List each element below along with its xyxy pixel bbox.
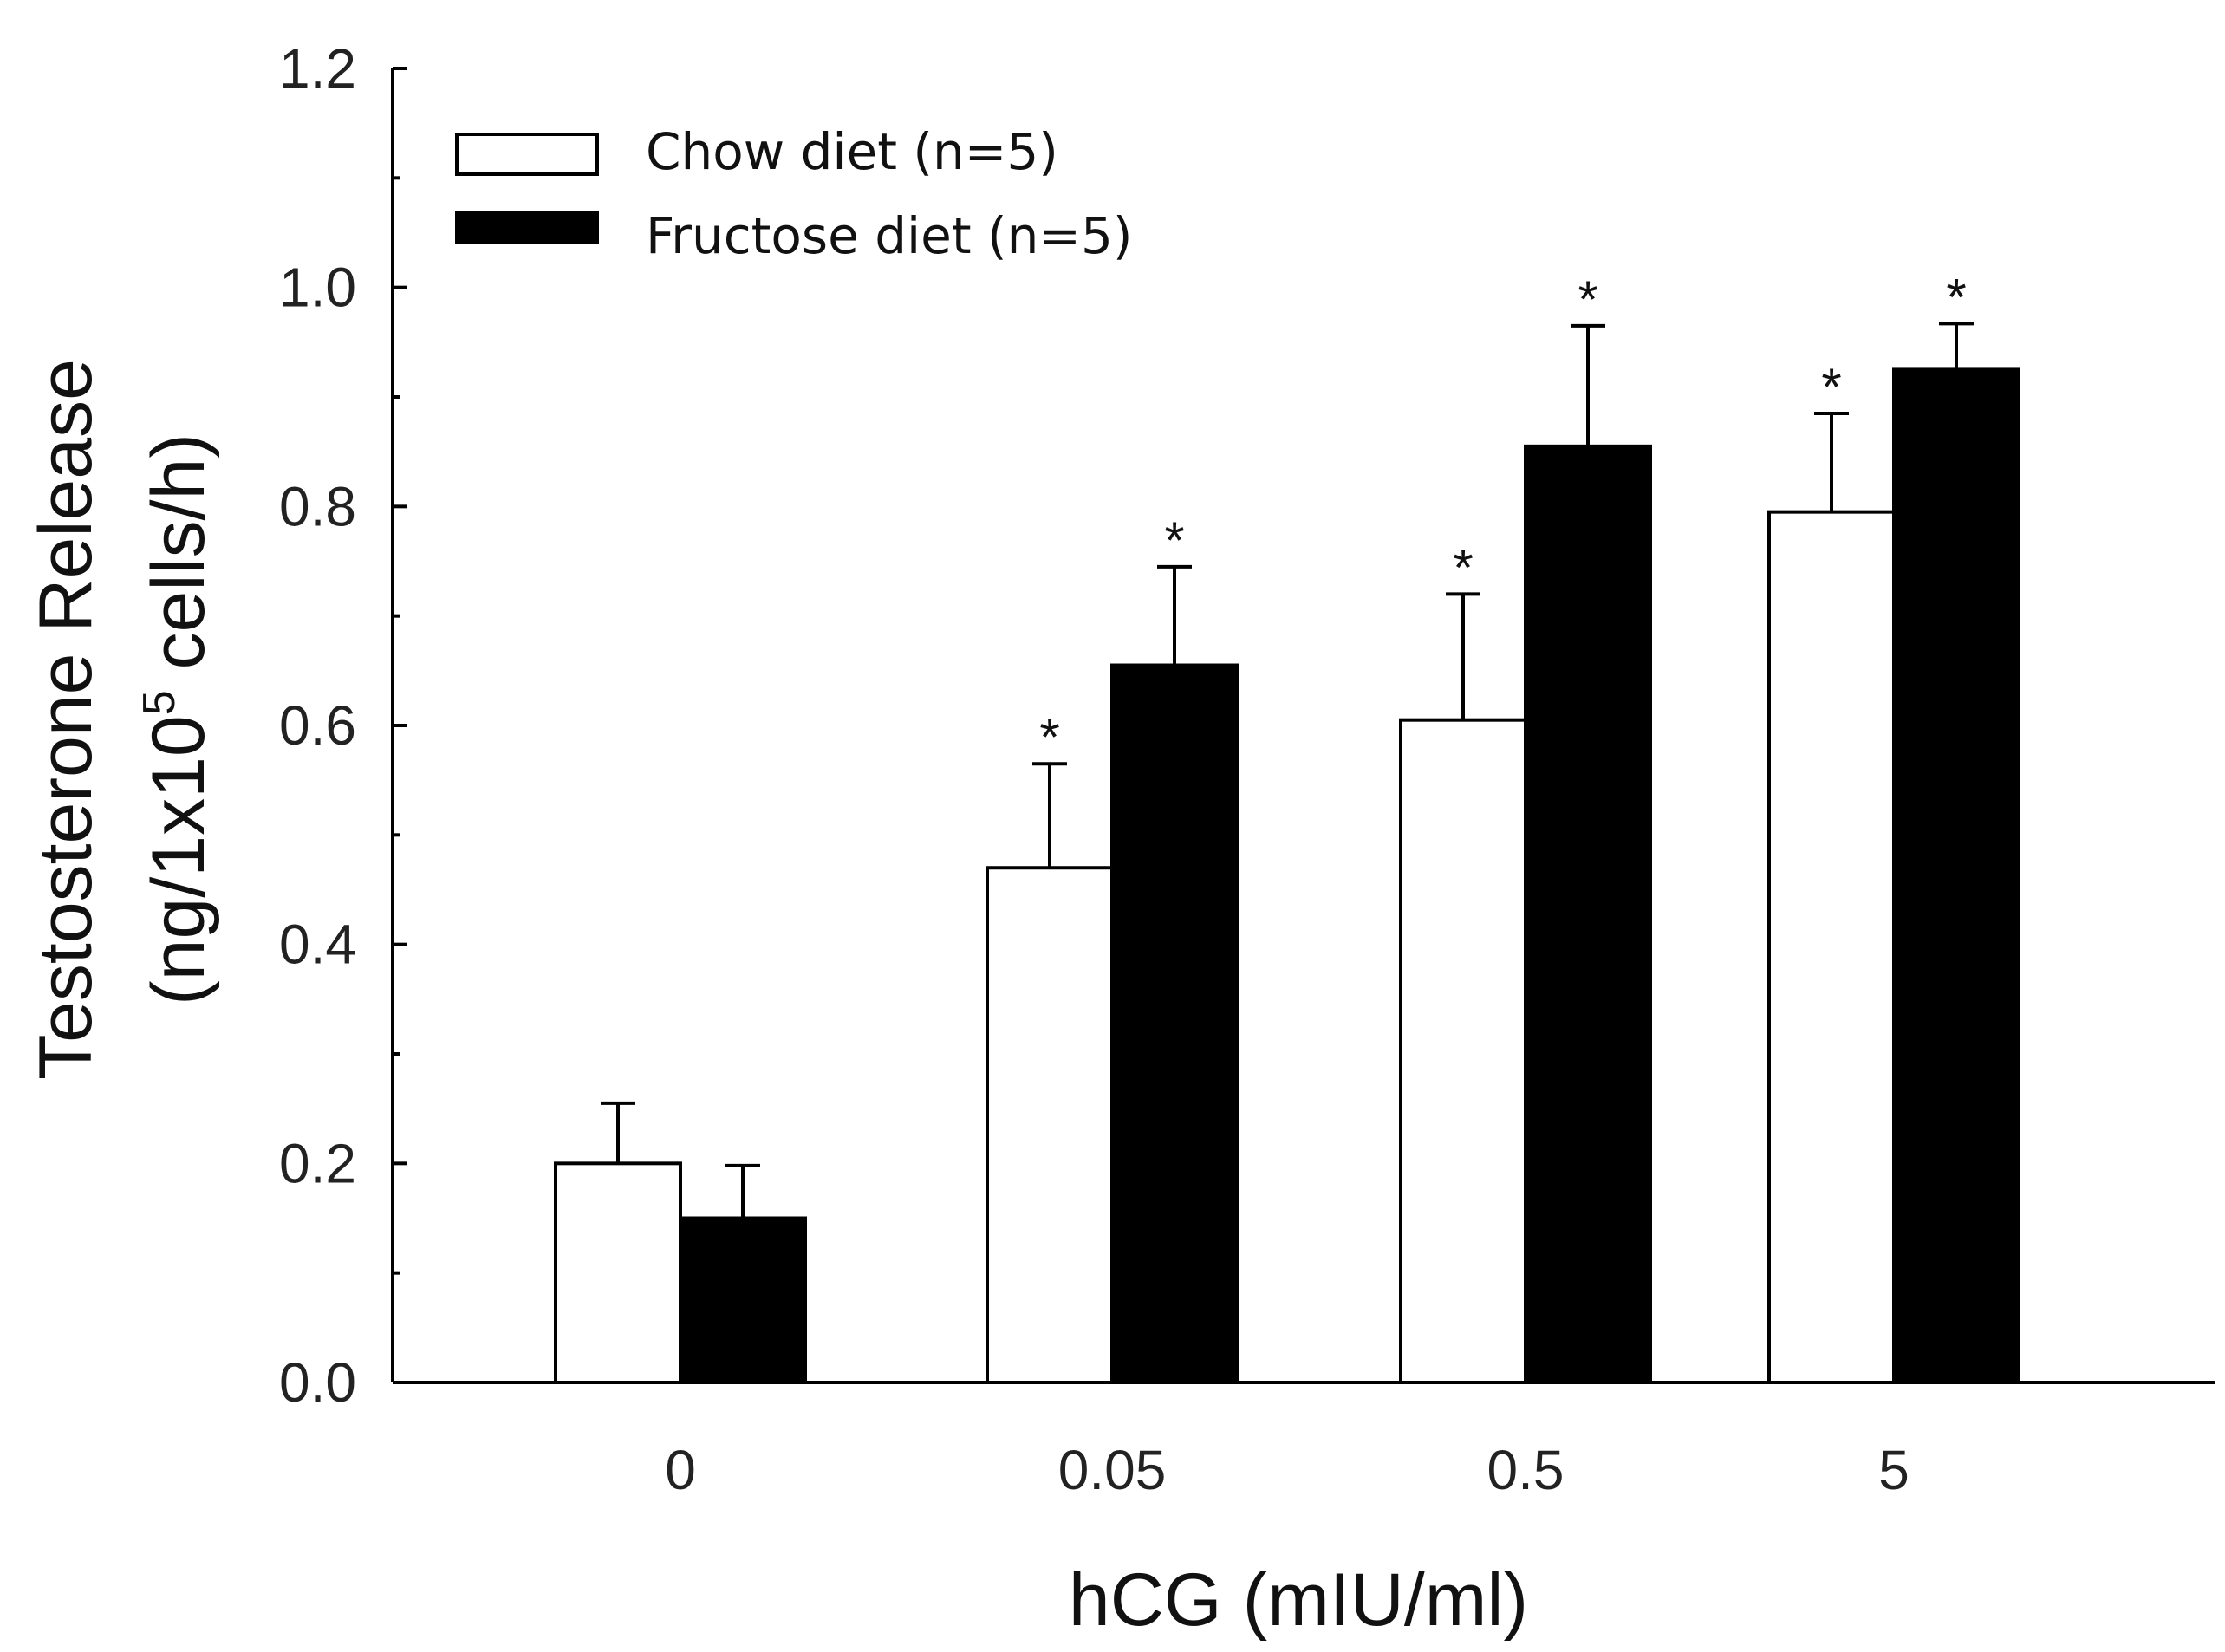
y-axis-title: Testosterone Release	[24, 359, 107, 1080]
bar-chow	[1767, 510, 1896, 1384]
bar-fructose	[1524, 444, 1652, 1384]
significance-asterisk: *	[1821, 358, 1841, 416]
y-tick-label: 0.0	[279, 1351, 356, 1414]
significance-asterisk: *	[1039, 708, 1059, 766]
legend-swatch-chow	[455, 133, 599, 176]
bar-chow	[1399, 718, 1527, 1384]
significance-asterisk: *	[1453, 538, 1473, 596]
significance-asterisk: *	[1946, 268, 1966, 326]
y-tick-label: 0.2	[279, 1132, 356, 1194]
bar-fructose	[1110, 663, 1239, 1384]
error-bar-group	[601, 322, 1974, 1219]
y-tick-label: 0.8	[279, 475, 356, 537]
legend-label-chow: Chow diet (n=5)	[646, 122, 1058, 181]
legend-label-fructose: Fructose diet (n=5)	[646, 206, 1133, 265]
y-tick-label: 0.6	[279, 694, 356, 757]
x-tick-label: 0	[665, 1439, 696, 1501]
bar-chow	[986, 866, 1114, 1384]
y-axis: 0.0 0.2 0.4 0.6 0.8 1.0 1.2	[279, 37, 407, 1414]
bar-fructose	[679, 1216, 807, 1384]
x-tick-label: 0.5	[1487, 1439, 1565, 1501]
significance-asterisk: *	[1578, 270, 1597, 328]
y-axis-title-line2: (ng/1x105 cells/h)	[134, 433, 220, 1005]
y-tick-label: 1.0	[279, 257, 356, 319]
y-tick-label: 1.2	[279, 37, 356, 100]
x-tick-label: 5	[1878, 1439, 1909, 1501]
legend-swatch-fructose	[455, 211, 599, 244]
bar-series-group	[554, 367, 2020, 1385]
y-tick-label: 0.4	[279, 914, 356, 976]
significance-group: * * * * * *	[1039, 268, 1966, 766]
bar-chow	[554, 1161, 682, 1385]
y-axis-title-line1: Testosterone Release	[24, 359, 107, 1080]
significance-asterisk: *	[1164, 511, 1184, 569]
y-axis-unit: (ng/1x105 cells/h)	[134, 433, 220, 1005]
bar-fructose	[1892, 367, 2020, 1385]
x-axis-title: hCG (mIU/ml)	[1069, 1558, 1528, 1642]
legend: Chow diet (n=5) Fructose diet (n=5)	[455, 122, 1133, 265]
x-tick-label: 0.05	[1058, 1439, 1167, 1501]
